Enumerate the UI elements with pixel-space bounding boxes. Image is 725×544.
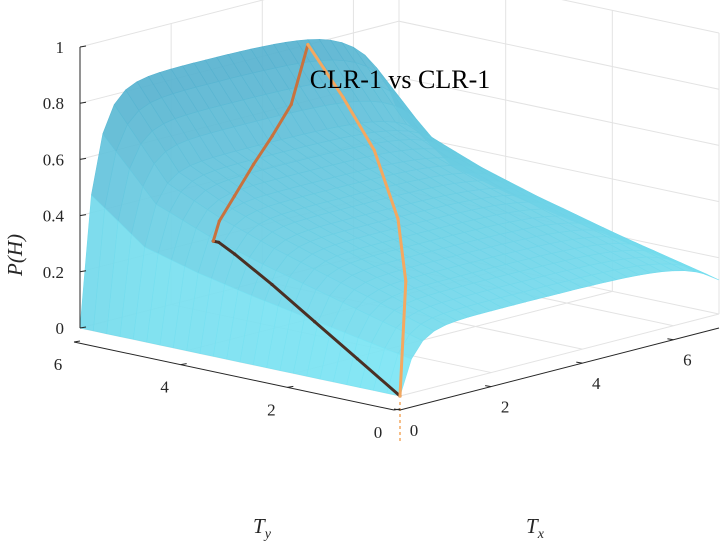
svg-text:P(H): P(H) xyxy=(3,234,27,277)
series-1-point xyxy=(251,163,255,167)
z-tick-label: 0 xyxy=(56,319,65,338)
z-tick-label: 0.2 xyxy=(43,263,64,282)
x-tick-mark xyxy=(485,385,492,388)
chart-title: CLR-1 vs CLR-1 xyxy=(310,65,491,94)
series-0-point xyxy=(217,240,221,244)
series-0-point xyxy=(355,357,359,361)
series-0-point xyxy=(313,320,317,324)
x-tick-label: 0 xyxy=(410,421,419,440)
z-tick-mark xyxy=(79,45,87,48)
x-tick-label: 4 xyxy=(592,374,601,393)
series-2-point xyxy=(396,217,400,221)
curves xyxy=(211,43,408,444)
x-axis-label: Tx xyxy=(526,514,545,542)
y-axis-label: Ty xyxy=(253,514,272,542)
series-2-point xyxy=(401,337,405,341)
svg-text:Ty: Ty xyxy=(253,514,272,542)
z-tick-mark xyxy=(79,214,87,217)
y-tick-mark xyxy=(393,408,401,411)
y-tick-label: 6 xyxy=(54,355,63,374)
z-tick-label: 0.4 xyxy=(43,207,65,226)
z-tick-label: 0.8 xyxy=(43,94,64,113)
series-1-point xyxy=(270,134,274,138)
x-tick-label: 6 xyxy=(683,351,692,370)
series-2-point xyxy=(398,394,402,398)
z-tick-label: 0.6 xyxy=(43,150,64,169)
surface-patch xyxy=(386,353,412,397)
y-tick-mark xyxy=(287,385,294,388)
series-2-point xyxy=(341,95,345,99)
x-tick-mark xyxy=(576,361,583,364)
svg-text:Tx: Tx xyxy=(526,514,545,542)
series-2-point xyxy=(306,43,310,47)
z-tick-label: 1 xyxy=(56,38,65,57)
series-2-point xyxy=(372,148,376,152)
probability-surface xyxy=(79,39,720,397)
y-gridline-floor xyxy=(399,313,720,397)
series-0-point xyxy=(233,252,237,256)
x-tick-mark xyxy=(667,338,674,341)
y-tick-label: 4 xyxy=(160,378,169,397)
y-tick-mark xyxy=(73,340,81,343)
z-tick-mark xyxy=(79,326,87,329)
y-tick-label: 2 xyxy=(267,400,276,419)
z-tick-mark xyxy=(79,157,87,160)
series-1-point xyxy=(211,239,215,243)
z-axis-label: P(H) xyxy=(3,234,27,277)
y-tick-mark xyxy=(180,363,187,366)
y-tick-label: 0 xyxy=(374,423,383,442)
z-tick-mark xyxy=(79,101,87,104)
x-tick-label: 2 xyxy=(501,398,510,417)
series-2-point xyxy=(404,279,408,283)
axes: 0 0.2 0.4 0.6 0.8 1 0 2 4 6 0 2 4 6 xyxy=(43,38,720,442)
series-1-point xyxy=(217,219,221,223)
series-1-point xyxy=(232,194,237,198)
series-0-point xyxy=(270,282,274,287)
y-axis-line xyxy=(73,341,395,411)
z-tick-mark xyxy=(79,270,87,273)
x-axis-line xyxy=(399,327,720,411)
series-1-point xyxy=(289,102,293,107)
